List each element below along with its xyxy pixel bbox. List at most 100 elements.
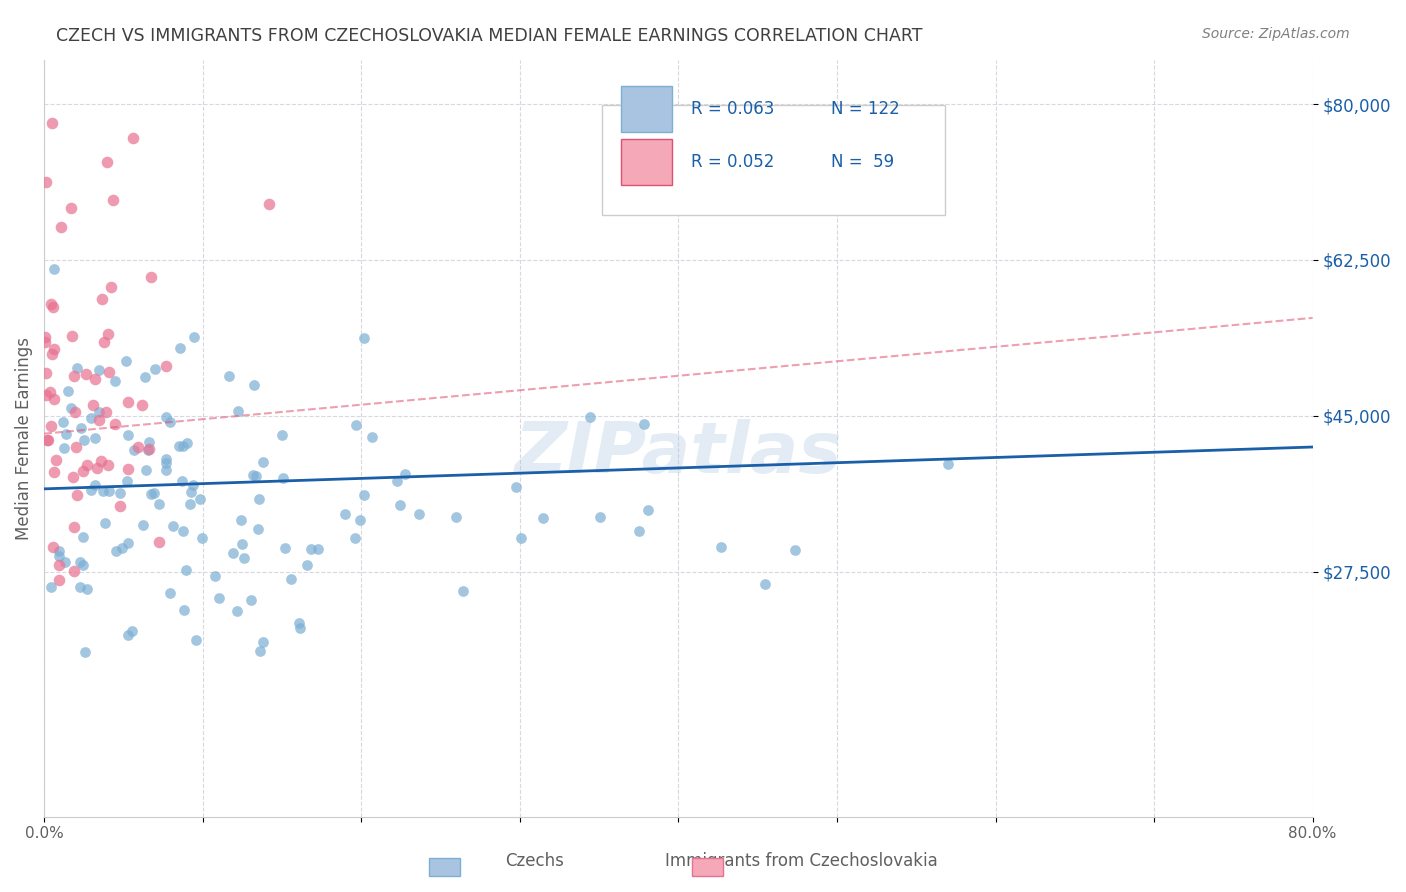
Point [169,342,191,356]
Point [63,564,86,578]
Point [134,370,156,384]
Point [48,543,70,558]
Point [218,368,240,383]
Point [82,399,104,413]
Point [180,485,202,500]
Point [91,483,114,498]
Point [136,442,159,457]
Point [87,363,110,377]
Text: N =  59: N = 59 [831,153,894,170]
FancyBboxPatch shape [602,105,945,215]
Point [174,562,197,576]
Point [229,513,252,527]
Point [75,644,97,658]
Point [127,440,149,454]
Point [117,474,139,488]
Point [155,409,177,424]
Point [143,486,166,500]
Point [271,470,294,484]
Point [252,455,274,469]
Point [785,543,807,558]
Point [344,417,367,432]
Point [176,436,198,450]
Point [628,524,651,538]
Point [96,155,118,169]
Point [117,428,139,442]
Point [38,385,60,400]
Point [91,292,114,306]
Point [183,330,205,344]
Point [155,359,177,374]
Point [98,366,121,380]
Point [451,584,474,599]
Point [754,577,776,591]
Point [76,582,98,596]
Point [60,201,83,215]
Point [42,342,65,356]
Point [155,451,177,466]
Point [104,417,127,432]
Point [633,417,655,431]
Point [69,555,91,569]
Point [84,372,107,386]
Point [242,467,264,482]
Point [232,550,254,565]
Point [245,469,267,483]
Point [579,410,602,425]
Point [72,558,94,572]
Text: Source: ZipAtlas.com: Source: ZipAtlas.com [1202,27,1350,41]
Point [186,632,208,647]
Point [510,531,533,545]
Point [225,604,247,618]
Point [295,558,318,572]
Point [247,492,270,507]
Point [35,366,58,380]
Point [155,463,177,477]
Point [73,433,96,447]
Text: CZECH VS IMMIGRANTS FROM CZECHOSLOVAKIA MEDIAN FEMALE EARNINGS CORRELATION CHART: CZECH VS IMMIGRANTS FROM CZECHOSLOVAKIA … [56,27,922,45]
Point [222,546,245,560]
Point [172,474,194,488]
Point [66,488,89,502]
Point [349,512,371,526]
Point [41,115,63,129]
Point [132,518,155,533]
Point [101,193,124,207]
Point [408,508,430,522]
Point [117,395,139,409]
Point [108,500,131,514]
Point [274,541,297,555]
Point [243,377,266,392]
Point [42,300,65,314]
Point [121,624,143,639]
Text: Czechs: Czechs [505,852,564,870]
Point [60,329,83,343]
Point [394,467,416,481]
Point [89,413,111,427]
Point [188,492,211,507]
Point [90,454,112,468]
Point [65,440,87,454]
Point [80,411,103,425]
Point [155,456,177,470]
Point [446,510,468,524]
Point [63,405,86,419]
Point [94,405,117,419]
Point [138,442,160,457]
Point [48,573,70,587]
Point [135,463,157,477]
Text: N = 122: N = 122 [831,100,900,118]
Point [48,558,70,572]
Point [290,621,312,635]
Point [204,569,226,583]
Point [75,368,97,382]
Point [249,644,271,658]
Point [49,220,72,235]
Point [247,522,270,536]
Point [709,540,731,554]
Point [42,540,65,554]
Point [62,470,84,484]
Point [239,593,262,607]
Point [159,415,181,429]
Point [505,480,527,494]
